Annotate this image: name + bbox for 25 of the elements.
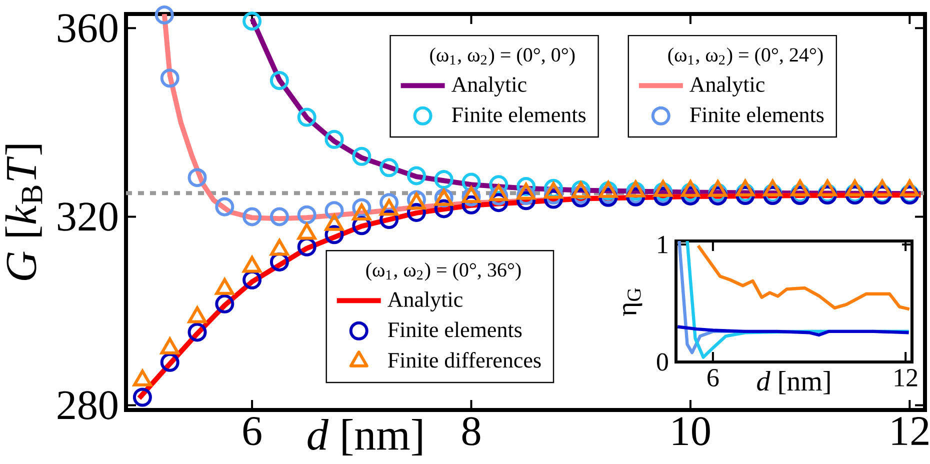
- legend-label: Finite elements: [388, 322, 522, 338]
- legend-label: Analytic: [452, 76, 526, 96]
- y-tick-label: 0: [656, 353, 668, 371]
- x-axis-title: d [nm]: [308, 419, 422, 456]
- y-axis-title: η$_{G}$: [623, 288, 642, 316]
- annotation: (ω$_{1}$, ω$_{2}$) = (0°, 24°): [668, 48, 823, 66]
- x-tick-label: 10: [673, 417, 710, 446]
- x-tick-label: 12: [892, 417, 928, 445]
- x-tick-label: 6: [708, 369, 719, 387]
- y-tick-label: 280: [58, 391, 118, 420]
- x-tick-label: 8: [462, 417, 480, 446]
- y-tick-label: 1: [658, 236, 668, 254]
- x-tick-label: 6: [243, 417, 262, 446]
- x-tick-label: 12: [894, 369, 918, 386]
- annotation: (ω$_{1}$, ω$_{2}$) = (0°, 36°): [366, 262, 521, 281]
- y-axis-title: G [k$_{B}$T]: [5, 144, 42, 280]
- x-axis-title: d [nm]: [757, 371, 830, 394]
- legend-label: Analytic: [388, 292, 462, 312]
- y-tick-label: 320: [58, 202, 118, 231]
- legend-label: Analytic: [690, 76, 764, 96]
- legend-label: Finite elements: [690, 106, 824, 122]
- annotation: (ω$_{1}$, ω$_{2}$) = (0°, 0°): [430, 48, 575, 66]
- legend-label: Finite differences: [388, 352, 541, 368]
- y-tick-label: 360: [58, 14, 118, 42]
- legend-label: Finite elements: [452, 106, 586, 122]
